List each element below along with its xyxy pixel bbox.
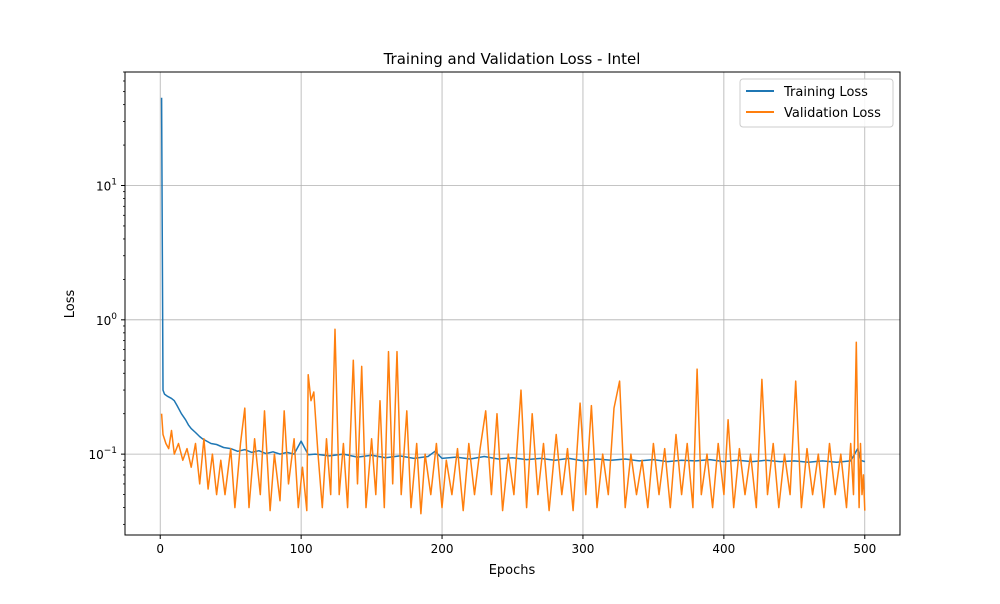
x-tick-label: 200	[431, 542, 454, 556]
x-tick-label: 300	[572, 542, 595, 556]
x-axis: 0 100 200 300 400 500	[156, 535, 876, 556]
y-axis: 10−1 100 101	[88, 71, 125, 525]
y-tick-label: 10−1	[88, 446, 117, 462]
legend-label: Training Loss	[783, 85, 868, 100]
chart-title: Training and Validation Loss - Intel	[383, 50, 641, 68]
y-tick-label: 100	[96, 312, 117, 328]
validation-loss-line	[160, 328, 866, 515]
y-axis-label: Loss	[63, 290, 78, 319]
legend-box	[739, 78, 894, 128]
x-tick-label: 0	[156, 542, 164, 556]
x-tick-label: 100	[290, 542, 313, 556]
grid-lines	[125, 72, 900, 535]
x-tick-label: 500	[853, 542, 876, 556]
legend-label: Validation Loss	[784, 106, 881, 121]
legend: Training Loss Validation Loss	[739, 78, 894, 128]
y-tick-label: 101	[96, 178, 117, 194]
plot-area-frame	[124, 71, 901, 536]
series-layer	[160, 97, 866, 515]
x-tick-label: 400	[712, 542, 735, 556]
training-loss-line	[160, 97, 866, 464]
x-axis-label: Epochs	[489, 563, 536, 578]
